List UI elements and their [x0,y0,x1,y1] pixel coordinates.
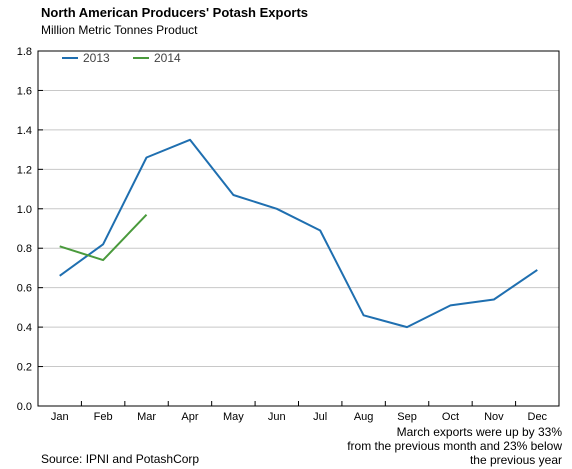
x-tick-label: Oct [442,411,459,423]
annotation-note: March exports were up by 33% from the pr… [302,425,562,467]
y-tick-label: 0.2 [17,362,32,374]
chart-subtitle: Million Metric Tonnes Product [41,23,198,37]
x-tick-label: Dec [528,411,548,423]
y-tick-label: 1.4 [17,125,32,137]
legend: 2013 2014 [62,51,181,65]
y-axis-ticks: 0.0 0.2 0.4 0.6 0.8 1.0 1.2 1.4 1.6 1.8 [17,46,43,413]
y-tick-label: 1.2 [17,164,32,176]
legend-label: 2013 [83,51,110,65]
y-tick-label: 1.0 [17,204,32,216]
x-tick-label: Jan [51,411,69,423]
series-lines [59,138,538,329]
plot-frame [37,50,560,407]
y-tick-label: 0.8 [17,243,32,255]
x-tick-label: Nov [484,411,504,423]
x-tick-label: Jul [313,411,327,423]
grid-lines [38,89,559,368]
y-tick-label: 0.4 [17,322,32,334]
y-tick-label: 0.6 [17,283,32,295]
x-tick-label: May [223,411,244,423]
series-line-2014 [59,214,148,262]
series-line-2013 [59,138,538,329]
x-tick-label: Sep [397,411,417,423]
x-tick-label: Apr [181,411,198,423]
y-tick-label: 1.8 [17,46,32,58]
y-tick-label: 1.6 [17,85,32,97]
chart-title: North American Producers' Potash Exports [41,5,309,20]
source-text: Source: IPNI and PotashCorp [41,452,200,466]
x-axis-ticks: Jan Feb Mar Apr May Jun Jul Aug Sep Oct Nov Dec [51,401,548,423]
x-tick-label: Jun [268,411,286,423]
note-line: the previous year [469,453,562,467]
x-tick-label: Aug [354,411,374,423]
note-line: from the previous month and 23% below [347,439,562,453]
note-line: March exports were up by 33% [396,425,562,439]
x-tick-label: Feb [94,411,113,423]
y-tick-label: 0.0 [17,401,32,413]
x-tick-label: Mar [137,411,156,423]
legend-label: 2014 [154,51,181,65]
